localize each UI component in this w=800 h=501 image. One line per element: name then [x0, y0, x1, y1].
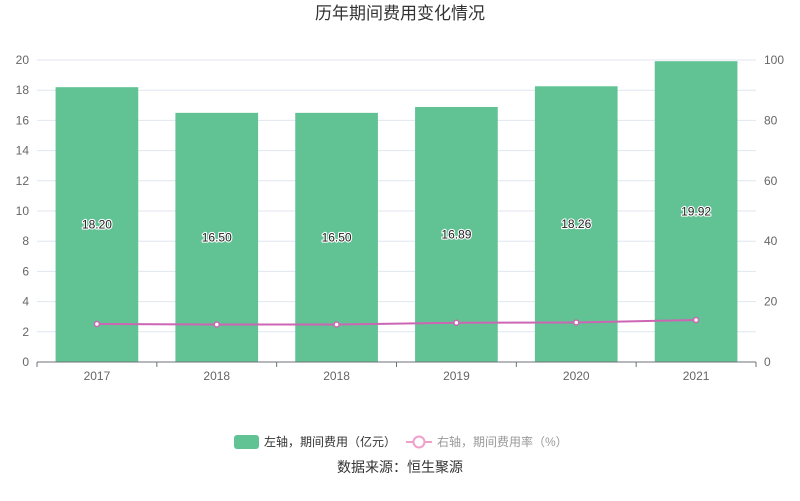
legend-label-expense: 左轴，期间费用（亿元） — [264, 434, 396, 449]
bar — [55, 87, 139, 363]
ratio-line — [96, 319, 697, 326]
bar — [654, 61, 738, 362]
ratio-point — [333, 321, 340, 328]
bar-data-label: 16.50 — [202, 230, 232, 244]
left-axis-tick-label: 0 — [22, 355, 29, 369]
data-source: 数据来源：恒生聚源 — [337, 459, 463, 475]
bar-data-label: 16.50 — [322, 230, 352, 244]
ratio-point — [93, 320, 101, 328]
left-axis-tick-label: 4 — [22, 295, 29, 309]
ratio-point — [453, 319, 460, 326]
ratio-point — [573, 319, 580, 326]
left-axis-tick-label: 6 — [22, 264, 29, 278]
x-axis-ticks: 2017 2018 2018 2019 2020 2021 — [36, 362, 757, 383]
x-axis-tick-label: 2018 — [203, 369, 230, 383]
left-axis-tick-label: 14 — [16, 144, 30, 158]
bar — [175, 112, 259, 362]
left-axis-ticks: 0 2 4 6 8 10 12 14 16 18 20 — [16, 53, 30, 369]
left-axis-tick-label: 2 — [22, 325, 29, 339]
right-axis-tick-label: 100 — [764, 53, 784, 67]
x-axis-tick-label: 2017 — [84, 369, 111, 383]
left-axis-tick-label: 10 — [16, 204, 30, 218]
x-axis-tick-label: 2019 — [443, 369, 470, 383]
ratio-point — [213, 321, 220, 328]
ratio-point — [692, 316, 700, 324]
legend: 左轴，期间费用（亿元） 右轴，期间费用率（%） — [234, 434, 568, 449]
legend-swatch-expense — [234, 435, 259, 449]
line-series — [93, 316, 700, 328]
chart-title: 历年期间费用变化情况 — [315, 4, 485, 23]
x-axis-tick-label: 2021 — [683, 369, 710, 383]
bar — [295, 112, 378, 362]
left-axis-tick-label: 8 — [22, 234, 29, 248]
right-axis-tick-label: 0 — [764, 355, 771, 369]
right-axis-tick-label: 60 — [764, 174, 778, 188]
x-axis-tick-label: 2020 — [563, 369, 590, 383]
bar-data-labels: 18.20 16.50 16.50 16.89 18.26 19.92 — [81, 204, 713, 246]
right-axis-tick-label: 40 — [764, 234, 778, 248]
right-axis-tick-label: 20 — [764, 295, 778, 309]
left-axis-tick-label: 12 — [16, 174, 30, 188]
right-axis-ticks: 0 20 40 60 80 100 — [764, 53, 784, 369]
legend-label-ratio: 右轴，期间费用率（%） — [437, 434, 568, 449]
grid-lines — [37, 59, 756, 333]
left-axis-tick-label: 18 — [16, 83, 30, 97]
left-axis-tick-label: 16 — [16, 113, 30, 127]
bar-data-label: 18.20 — [82, 218, 112, 232]
bar-data-label: 18.26 — [561, 217, 591, 231]
bar — [534, 86, 618, 363]
legend-marker-ratio — [412, 435, 426, 449]
bar-series — [55, 61, 738, 363]
left-axis-tick-label: 20 — [16, 53, 30, 67]
x-axis-tick-label: 2018 — [323, 369, 350, 383]
bar-data-label: 19.92 — [681, 205, 711, 219]
right-axis-tick-label: 80 — [764, 113, 778, 127]
bar-data-label: 16.89 — [441, 227, 471, 241]
